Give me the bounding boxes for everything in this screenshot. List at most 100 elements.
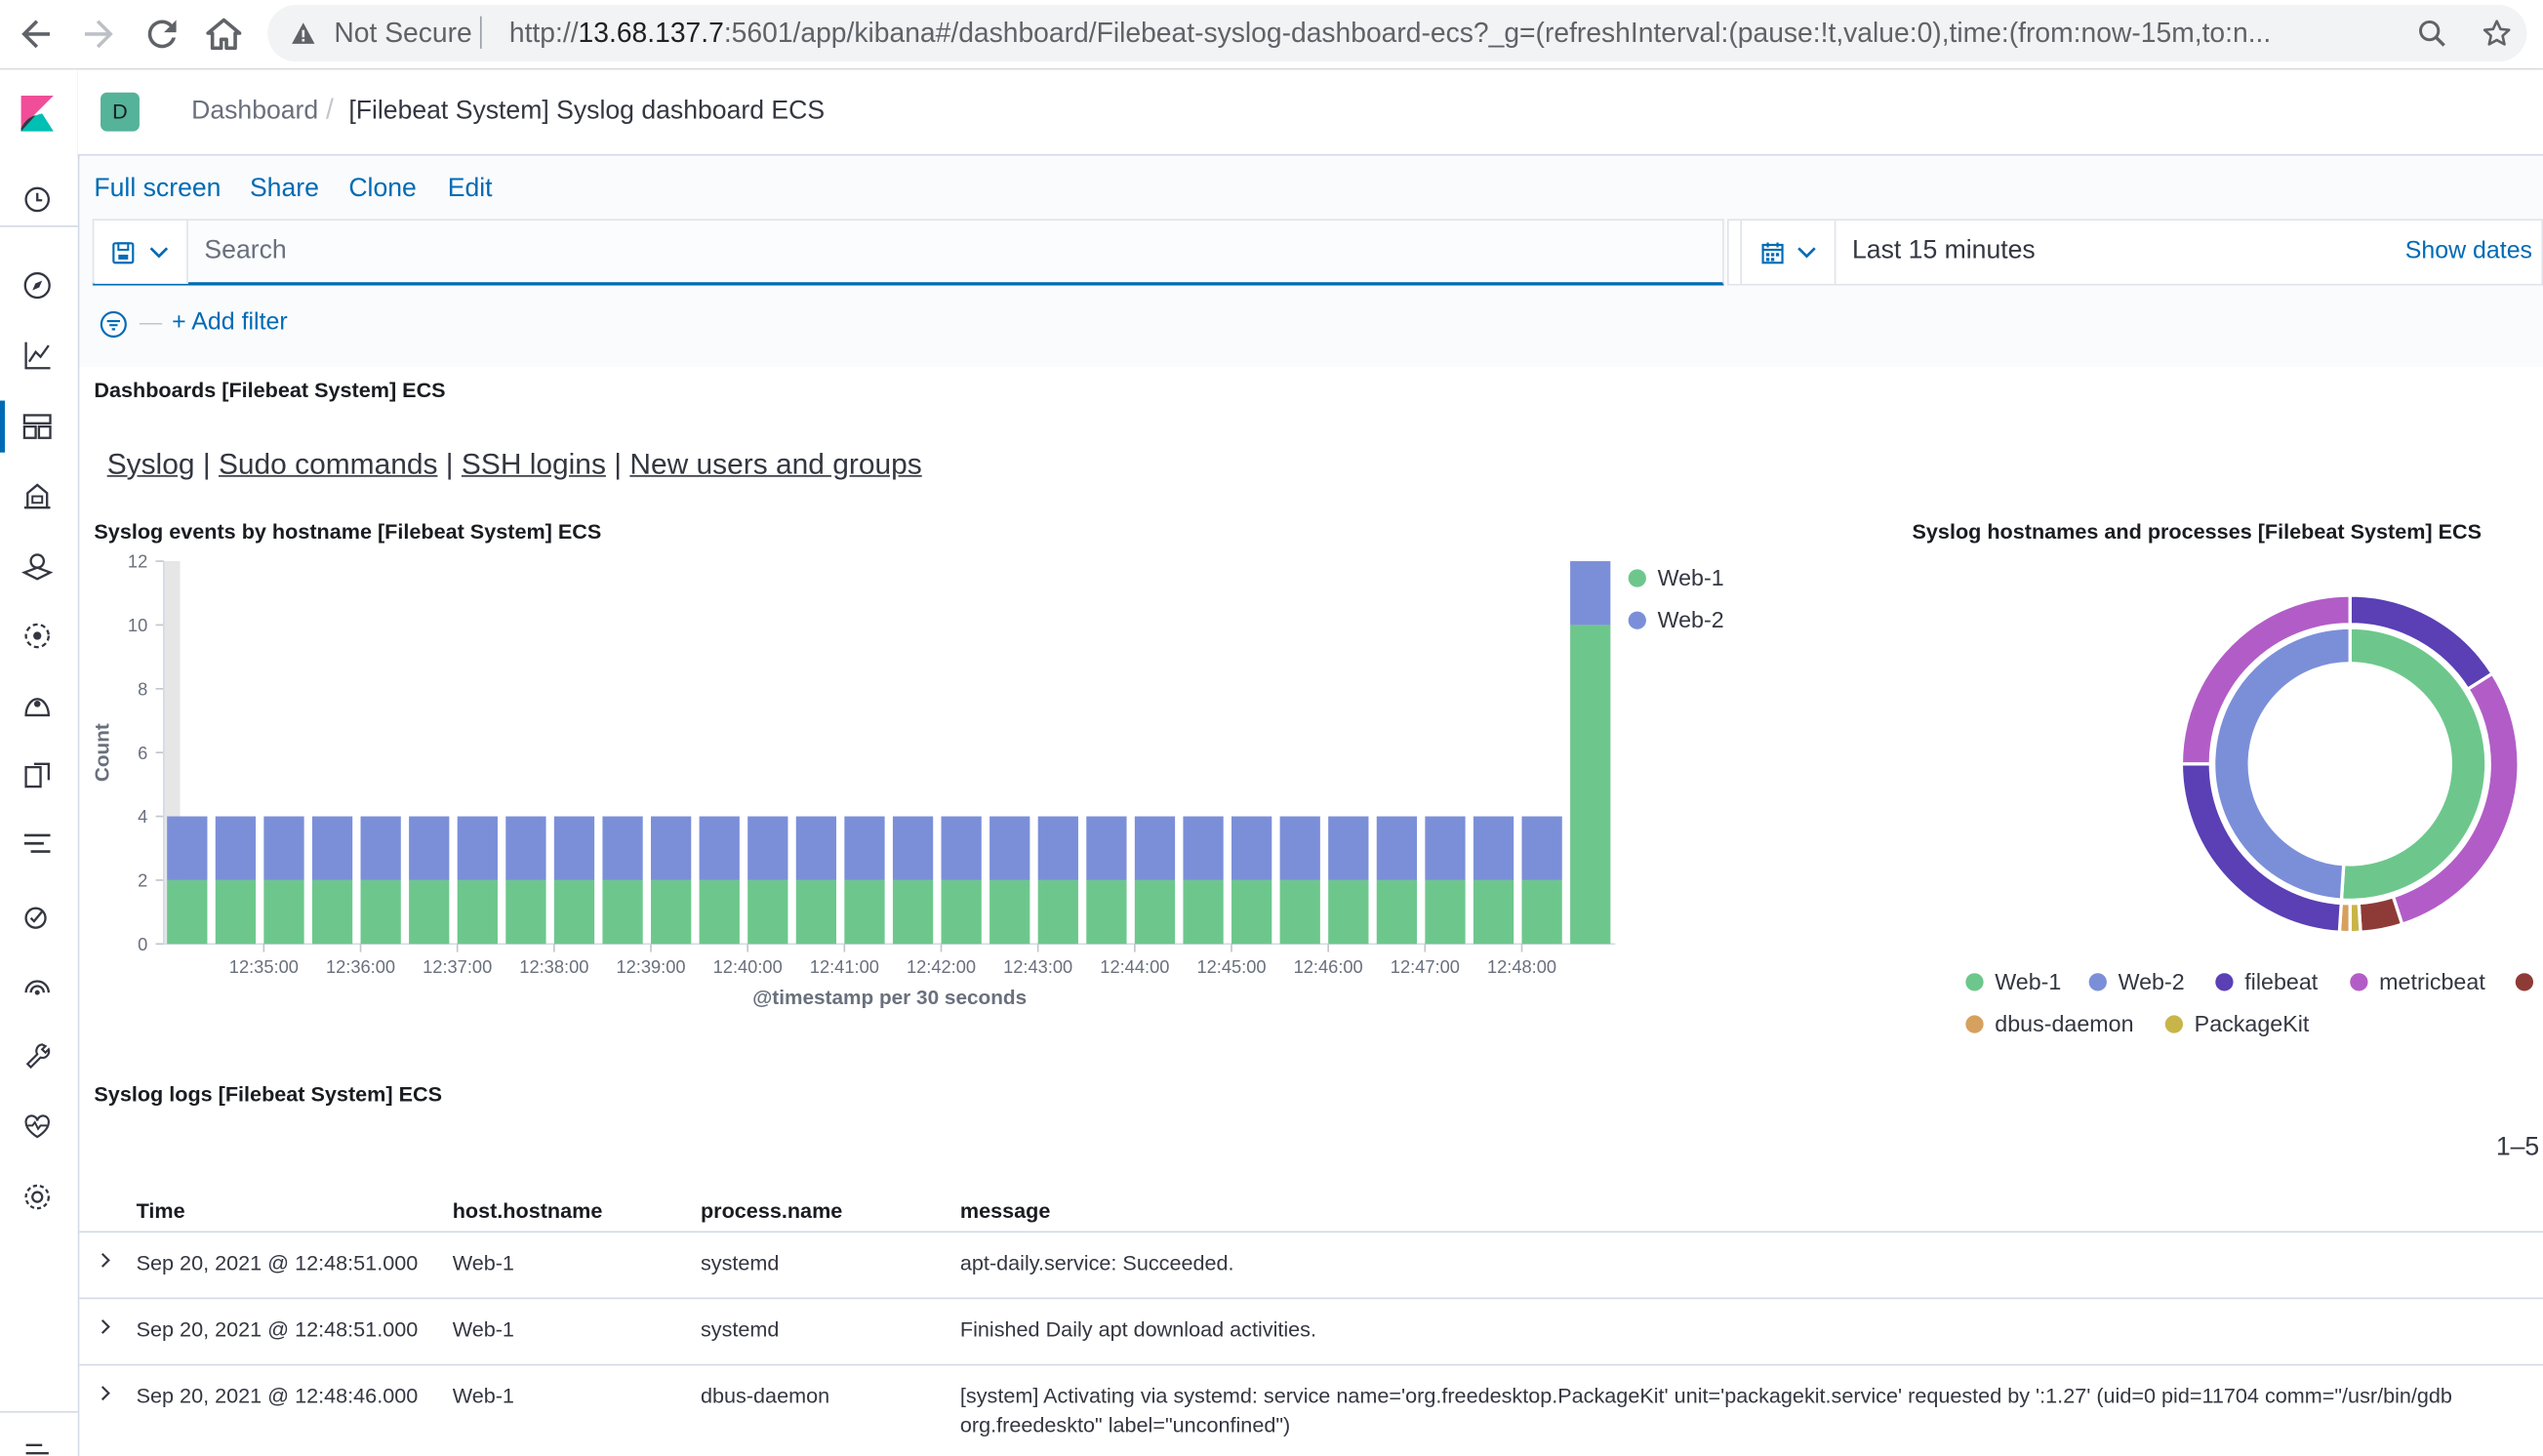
- search-input[interactable]: Search: [204, 236, 287, 264]
- column-header-time[interactable]: Time: [136, 1198, 185, 1224]
- donut-legend-web2[interactable]: Web-2: [2088, 968, 2185, 994]
- share-link[interactable]: Share: [249, 175, 319, 203]
- cell-time: Sep 20, 2021 @ 12:48:51.000: [136, 1250, 419, 1275]
- bar-web2: [1521, 816, 1562, 880]
- bar-web1: [215, 879, 257, 945]
- donut-legend-web1[interactable]: Web-1: [1965, 968, 2061, 994]
- cell-time: Sep 20, 2021 @ 12:48:46.000: [136, 1383, 419, 1408]
- breadcrumb-current: [Filebeat System] Syslog dashboard ECS: [348, 97, 826, 125]
- expand-arrow-icon[interactable]: [96, 1317, 115, 1337]
- bar-web1: [844, 879, 885, 945]
- nav-link-ssh-logins[interactable]: SSH logins: [461, 447, 606, 480]
- forward-arrow-icon[interactable]: [78, 13, 120, 55]
- maps-icon[interactable]: [20, 548, 56, 585]
- show-dates-link[interactable]: Show dates: [2404, 236, 2533, 264]
- y-tick-label: 6: [138, 743, 147, 763]
- donut-legend-filebeat[interactable]: filebeat: [2215, 968, 2318, 994]
- cell-hostname: Web-1: [452, 1250, 514, 1275]
- bar-web1: [1037, 879, 1078, 945]
- cell-message: apt-daily.service: Succeeded.: [959, 1250, 1234, 1275]
- donut-legend-dot: [2164, 1015, 2184, 1033]
- saved-query-button[interactable]: [94, 221, 188, 284]
- bar-web2: [263, 816, 304, 880]
- space-avatar[interactable]: D: [101, 92, 140, 132]
- column-header-hostname[interactable]: host.hostname: [452, 1198, 603, 1224]
- donut-legend-metricbeat[interactable]: metricbeat: [2350, 968, 2485, 994]
- clone-link[interactable]: Clone: [348, 175, 417, 203]
- canvas-icon[interactable]: [20, 478, 56, 514]
- infrastructure-icon[interactable]: [20, 688, 56, 724]
- bar-web2: [1279, 816, 1320, 880]
- address-bar[interactable]: Not Secure http://13.68.137.7:5601/app/k…: [267, 4, 2527, 62]
- apm-icon[interactable]: [20, 828, 56, 864]
- donut-legend-packagekit[interactable]: PackageKit: [2164, 1010, 2309, 1036]
- zoom-icon[interactable]: [2416, 18, 2448, 50]
- bar-web2: [1183, 816, 1224, 880]
- home-icon[interactable]: [203, 13, 245, 55]
- warning-icon[interactable]: [290, 21, 316, 48]
- panel-title-bar-chart: Syslog events by hostname [Filebeat Syst…: [94, 518, 602, 544]
- bar-web2: [1376, 816, 1418, 880]
- uptime-icon[interactable]: [20, 899, 56, 935]
- full-screen-link[interactable]: Full screen: [94, 175, 222, 203]
- bar-web2: [409, 816, 450, 880]
- management-gear-icon[interactable]: [20, 1179, 56, 1215]
- bar-web2: [1328, 816, 1369, 880]
- monitoring-heartbeat-icon[interactable]: [20, 1108, 56, 1144]
- table-row: Sep 20, 2021 @ 12:48:46.000 Web-1 dbus-d…: [79, 1363, 2543, 1456]
- expand-arrow-icon[interactable]: [96, 1250, 115, 1270]
- bar-web1: [1231, 879, 1272, 945]
- quick-select-button[interactable]: [1742, 221, 1837, 284]
- security-status[interactable]: Not Secure: [334, 18, 472, 49]
- donut-legend-dot: [2350, 973, 2368, 991]
- kibana-logo-icon[interactable]: [17, 93, 59, 135]
- bar-web1: [989, 879, 1030, 945]
- bar-web1: [1183, 879, 1224, 945]
- nav-separator: |: [614, 447, 623, 480]
- bar-web1: [1279, 879, 1320, 945]
- siem-icon[interactable]: [20, 968, 56, 1004]
- x-tick-label: 12:44:00: [1100, 956, 1169, 977]
- edit-link[interactable]: Edit: [447, 175, 493, 203]
- expand-arrow-icon[interactable]: [96, 1384, 115, 1403]
- bar-web1: [311, 879, 353, 945]
- x-axis-label: @timestamp per 30 seconds: [752, 987, 1027, 1009]
- donut-legend-dbus[interactable]: dbus-daemon: [1965, 1010, 2134, 1036]
- bar-web1: [602, 879, 643, 945]
- time-range-label[interactable]: Last 15 minutes: [1852, 236, 2036, 264]
- pagination-count[interactable]: 1–5: [2495, 1133, 2540, 1161]
- url-text[interactable]: http://13.68.137.7:5601/app/kibana#/dash…: [509, 18, 2407, 50]
- bookmark-star-icon[interactable]: [2480, 17, 2514, 51]
- add-filter-link[interactable]: + Add filter: [172, 307, 288, 337]
- dev-tools-icon[interactable]: [20, 1038, 56, 1074]
- nav-link-syslog[interactable]: Syslog: [106, 447, 195, 480]
- reload-icon[interactable]: [141, 13, 183, 55]
- recently-viewed-icon[interactable]: [20, 182, 56, 218]
- column-header-message[interactable]: message: [959, 1198, 1051, 1224]
- nav-link-new-users-groups[interactable]: New users and groups: [629, 447, 922, 480]
- back-arrow-icon[interactable]: [15, 13, 57, 55]
- donut-legend-label: Web-2: [2118, 968, 2185, 994]
- machine-learning-icon[interactable]: [20, 618, 56, 654]
- donut-legend-truncated[interactable]: [2515, 968, 2543, 994]
- discover-compass-icon[interactable]: [20, 267, 56, 303]
- y-tick-label: 10: [128, 615, 147, 635]
- kibana-header: D Dashboard / [Filebeat System] Syslog d…: [77, 69, 2543, 156]
- legend-item-web1[interactable]: Web-1: [1628, 564, 1724, 590]
- nav-link-sudo-commands[interactable]: Sudo commands: [218, 447, 438, 480]
- url-host: 13.68.137.7: [578, 18, 724, 49]
- dashboard-nav-links: Syslog | Sudo commands | SSH logins | Ne…: [107, 448, 922, 482]
- dashboard-icon[interactable]: [20, 409, 56, 445]
- logs-icon[interactable]: [20, 757, 56, 793]
- filter-options-icon[interactable]: [99, 309, 128, 339]
- legend-item-web2[interactable]: Web-2: [1628, 607, 1724, 632]
- breadcrumb-dashboard[interactable]: Dashboard: [191, 97, 319, 125]
- donut-legend-dot: [1965, 973, 1984, 991]
- x-tick-label: 12:35:00: [229, 956, 299, 977]
- bar-web1: [651, 879, 692, 945]
- column-header-process[interactable]: process.name: [700, 1198, 843, 1224]
- collapse-nav-icon[interactable]: [20, 1436, 56, 1456]
- bar-web2: [747, 816, 788, 880]
- visualize-icon[interactable]: [20, 338, 56, 374]
- bar-web2: [699, 816, 740, 880]
